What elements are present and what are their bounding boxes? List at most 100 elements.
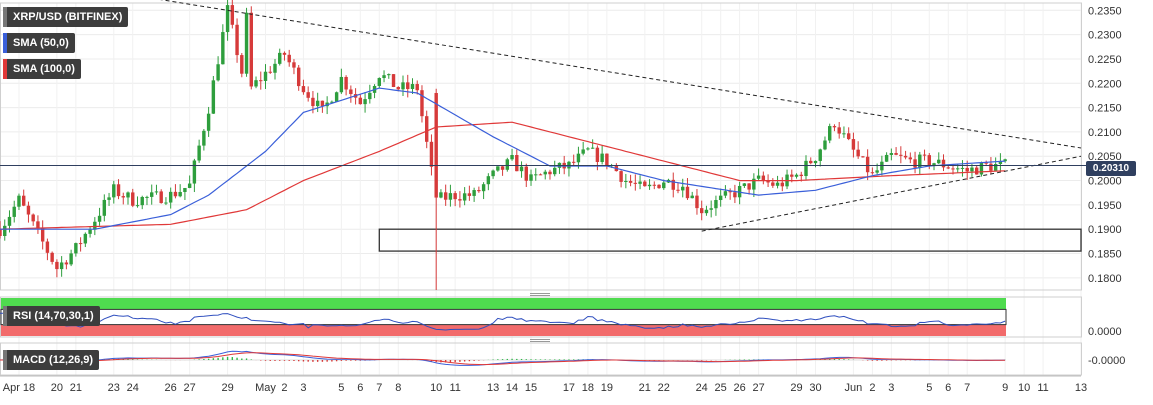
candle-body	[775, 182, 780, 186]
x-tick-label: 8	[395, 382, 401, 394]
trendline	[160, 0, 1082, 149]
candle-body	[889, 153, 894, 155]
candle-body	[515, 155, 519, 172]
candle-body	[192, 160, 197, 184]
candle-body	[377, 78, 382, 86]
x-tick-label: 7	[376, 382, 382, 394]
candle-body	[709, 208, 713, 210]
candle-body	[856, 149, 860, 157]
x-tick-label: 3	[888, 382, 894, 394]
candle-body	[74, 243, 78, 254]
candle-body	[12, 206, 16, 217]
candle-body	[733, 192, 737, 198]
candle-body	[903, 155, 908, 158]
candle-body	[505, 159, 510, 170]
candle-body	[387, 74, 391, 76]
pane-handle	[530, 341, 550, 342]
candle-body	[202, 130, 206, 146]
x-tick-label: 27	[752, 382, 764, 394]
x-tick-label: 6	[945, 382, 951, 394]
rsi-overbought-zone	[1, 298, 1006, 310]
candle-body	[254, 80, 258, 87]
legend-rsi[interactable]: RSI (14,70,30,1)	[3, 306, 100, 326]
candle-body	[496, 166, 500, 171]
candle-body	[102, 199, 107, 216]
candle-body	[766, 180, 770, 183]
candle-body	[932, 163, 936, 166]
candle-body	[306, 92, 310, 98]
candle-body	[278, 52, 282, 64]
candle-body	[619, 171, 623, 182]
rsi-swatch	[3, 306, 7, 326]
candle-body	[837, 127, 841, 134]
x-tick-label: 24	[127, 382, 139, 394]
candle-body	[500, 166, 505, 170]
candle-body	[643, 181, 647, 187]
candle-body	[273, 63, 277, 73]
x-tick-label: 29	[221, 382, 233, 394]
candle-body	[908, 157, 913, 160]
y-tick-label: 0.1850	[1088, 249, 1122, 261]
candle-body	[880, 161, 884, 171]
candle-body	[50, 252, 54, 262]
pane-handle	[530, 339, 550, 340]
candle-body	[64, 262, 69, 265]
x-tick-label: 2	[869, 382, 875, 394]
rsi-oversold-zone	[1, 324, 1006, 336]
y-tick-label: 0.2000	[1088, 176, 1122, 188]
candle-body	[315, 100, 320, 107]
x-tick-label: 13	[1075, 382, 1087, 394]
candle-body	[131, 192, 135, 206]
candle-body	[951, 168, 955, 170]
candle-body	[159, 191, 163, 204]
candle-body	[126, 192, 130, 198]
x-tick-label: 2	[281, 382, 287, 394]
candle-body	[168, 191, 173, 203]
x-tick-label: 22	[658, 382, 670, 394]
candle-body	[259, 80, 263, 82]
x-tick-label: 5	[926, 382, 932, 394]
candle-body	[216, 64, 220, 81]
x-tick-label: 18	[582, 382, 594, 394]
y-tick-label: 0.2150	[1088, 103, 1122, 115]
candle-body	[657, 184, 661, 189]
candle-body	[311, 97, 315, 107]
candle-body	[690, 195, 694, 199]
current-price-badge: 0.20310	[1086, 161, 1136, 176]
candle-body	[875, 170, 879, 173]
legend-rsi-label: RSI (14,70,30,1)	[13, 310, 94, 322]
candle-body	[31, 214, 35, 222]
candle-body	[17, 195, 21, 207]
x-tick-label: 27	[184, 382, 196, 394]
y-tick-label: 0.1800	[1088, 273, 1122, 285]
y-tick-label: 0.1950	[1088, 200, 1122, 212]
legend-macd[interactable]: MACD (12,26,9)	[3, 350, 100, 370]
candle-body	[723, 191, 728, 196]
candle-body	[974, 167, 979, 175]
candle-body	[173, 191, 178, 197]
candle-body	[263, 71, 268, 81]
candle-body	[112, 184, 116, 198]
legend-pair[interactable]: XRP/USD (BITFINEX)	[3, 7, 129, 27]
macd-pane-border	[0, 342, 1082, 376]
candle-body	[154, 191, 159, 193]
candle-body	[235, 24, 239, 56]
legend-sma100[interactable]: SMA (100,0)	[3, 59, 81, 79]
candle-body	[410, 84, 415, 89]
macd-swatch	[3, 350, 7, 370]
candle-body	[358, 97, 363, 105]
candle-body	[538, 174, 543, 176]
candle-body	[799, 174, 803, 177]
legend-sma50[interactable]: SMA (50,0)	[3, 33, 75, 53]
x-tick-label: 29	[790, 382, 802, 394]
candle-body	[595, 147, 600, 162]
y-tick-label: 0.2250	[1088, 54, 1122, 66]
candle-body	[671, 179, 675, 190]
candle-body	[467, 193, 472, 196]
support-zone-rect	[378, 228, 1082, 252]
candle-body	[368, 92, 372, 100]
candle-body	[150, 192, 154, 197]
candle-body	[187, 183, 192, 188]
x-tick-label: 17	[563, 382, 575, 394]
